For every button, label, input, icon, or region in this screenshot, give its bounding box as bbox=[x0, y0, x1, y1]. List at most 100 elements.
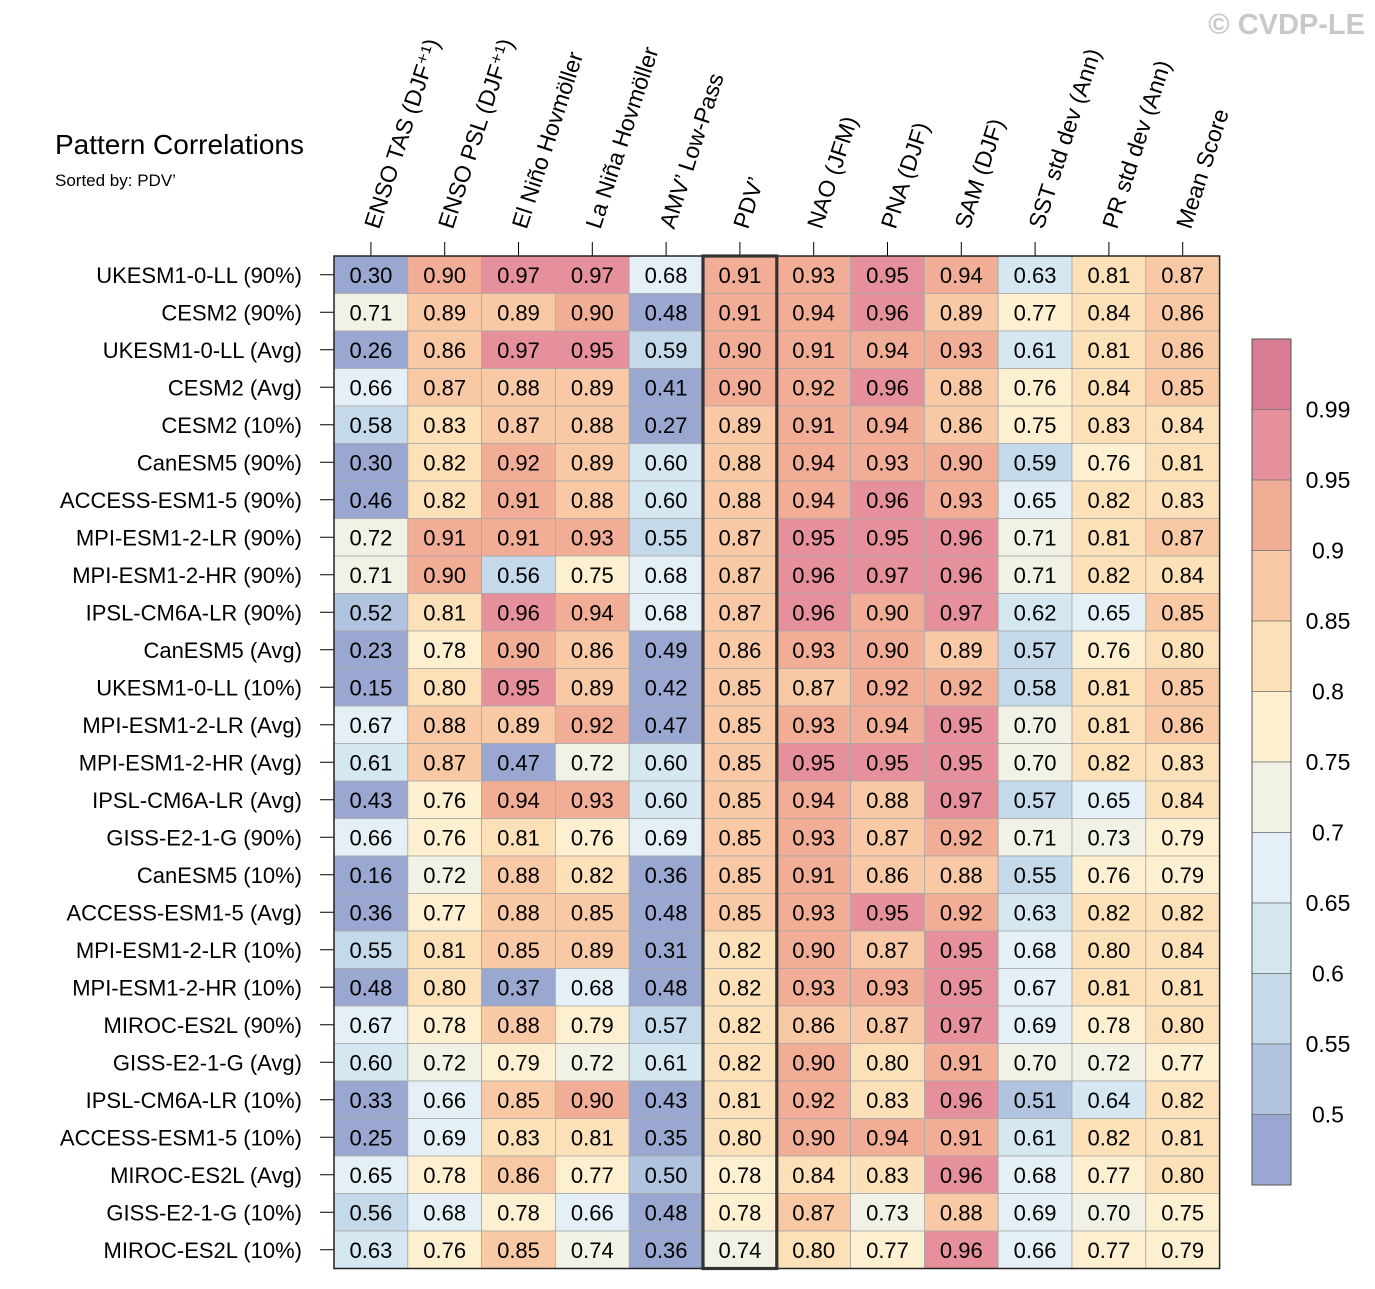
cell-value: 0.77 bbox=[1014, 300, 1057, 325]
cell-value: 0.80 bbox=[1161, 1163, 1204, 1188]
cell-value: 0.95 bbox=[497, 675, 540, 700]
cell-value: 0.85 bbox=[1161, 600, 1204, 625]
heatmap-cell bbox=[481, 855, 556, 894]
cell-value: 0.84 bbox=[1087, 375, 1130, 400]
heatmap-cell bbox=[776, 1193, 851, 1232]
cell-value: 0.89 bbox=[423, 300, 466, 325]
heatmap-cell bbox=[850, 893, 925, 932]
row-label: GISS-E2-1-G (10%) bbox=[106, 1200, 302, 1225]
heatmap-cell bbox=[555, 368, 630, 407]
cell-value: 0.80 bbox=[423, 675, 466, 700]
cell-value: 0.33 bbox=[349, 1088, 392, 1113]
heatmap-cell bbox=[555, 630, 630, 669]
cell-value: 0.82 bbox=[1087, 488, 1130, 513]
column-header: ENSO PSL (DJF⁺¹) bbox=[433, 35, 519, 231]
colorbar-tick-label: 0.5 bbox=[1312, 1102, 1344, 1128]
cell-value: 0.72 bbox=[571, 1050, 614, 1075]
heatmap-cell bbox=[481, 968, 556, 1007]
heatmap-cell bbox=[924, 930, 999, 969]
cell-value: 0.85 bbox=[497, 1088, 540, 1113]
heatmap-cell bbox=[1071, 593, 1147, 632]
heatmap-cell bbox=[628, 1193, 704, 1232]
cell-value: 0.79 bbox=[1161, 1238, 1204, 1263]
heatmap-cell bbox=[776, 1043, 851, 1082]
cell-value: 0.82 bbox=[718, 1013, 761, 1038]
cell-value: 0.82 bbox=[1087, 1125, 1130, 1150]
cell-value: 0.55 bbox=[645, 525, 688, 550]
cell-value: 0.70 bbox=[1014, 1050, 1057, 1075]
cell-value: 0.90 bbox=[792, 1050, 835, 1075]
row-label: GISS-E2-1-G (Avg) bbox=[113, 1050, 302, 1075]
cell-value: 0.85 bbox=[718, 675, 761, 700]
cell-value: 0.78 bbox=[718, 1200, 761, 1225]
cell-value: 0.81 bbox=[1161, 450, 1204, 475]
cell-value: 0.92 bbox=[940, 900, 983, 925]
cell-value: 0.97 bbox=[571, 263, 614, 288]
cell-value: 0.23 bbox=[349, 638, 392, 663]
row-label: MIROC-ES2L (10%) bbox=[104, 1238, 302, 1263]
cell-value: 0.78 bbox=[423, 1163, 466, 1188]
cell-value: 0.94 bbox=[866, 1125, 909, 1150]
heatmap-cell bbox=[997, 668, 1073, 707]
colorbar-tick-label: 0.95 bbox=[1306, 467, 1351, 493]
cell-value: 0.76 bbox=[1087, 638, 1130, 663]
cell-value: 0.83 bbox=[1161, 488, 1204, 513]
heatmap-cell bbox=[776, 480, 851, 519]
cell-value: 0.85 bbox=[1161, 375, 1204, 400]
heatmap-cell bbox=[850, 1005, 925, 1044]
cell-value: 0.37 bbox=[497, 975, 540, 1000]
heatmap-cell bbox=[481, 443, 556, 482]
column-header: SAM (DJF) bbox=[949, 115, 1009, 231]
heatmap-cell bbox=[333, 1118, 409, 1157]
cell-value: 0.76 bbox=[1087, 863, 1130, 888]
cell-value: 0.15 bbox=[349, 675, 392, 700]
heatmap-cell bbox=[481, 330, 556, 369]
cell-value: 0.78 bbox=[1087, 1013, 1130, 1038]
cell-value: 0.91 bbox=[940, 1125, 983, 1150]
heatmap-cell bbox=[555, 743, 630, 782]
cell-value: 0.91 bbox=[497, 488, 540, 513]
heatmap-cell bbox=[1071, 330, 1147, 369]
cell-value: 0.86 bbox=[497, 1163, 540, 1188]
heatmap-cells: 0.30 0.90 0.97 0.97 0.68 0.91 0.93 0.95 0.94 0.63… bbox=[333, 255, 1221, 1269]
heatmap-cell bbox=[333, 443, 409, 482]
cell-value: 0.87 bbox=[866, 938, 909, 963]
cell-value: 0.76 bbox=[1087, 450, 1130, 475]
cell-value: 0.86 bbox=[792, 1013, 835, 1038]
heatmap-cell bbox=[702, 1230, 778, 1269]
cell-value: 0.59 bbox=[645, 338, 688, 363]
column-header: PR std dev (Ann) bbox=[1097, 57, 1176, 232]
heatmap-cell bbox=[850, 593, 925, 632]
cell-value: 0.88 bbox=[718, 488, 761, 513]
cell-value: 0.94 bbox=[497, 788, 540, 813]
heatmap-cell bbox=[333, 480, 409, 519]
cell-value: 0.91 bbox=[423, 525, 466, 550]
cell-value: 0.60 bbox=[645, 788, 688, 813]
cell-value: 0.81 bbox=[1087, 713, 1130, 738]
heatmap-cell bbox=[924, 1043, 999, 1082]
cell-value: 0.94 bbox=[792, 788, 835, 813]
cell-value: 0.68 bbox=[645, 563, 688, 588]
cell-value: 0.65 bbox=[1087, 600, 1130, 625]
cell-value: 0.31 bbox=[645, 938, 688, 963]
heatmap-cell bbox=[850, 255, 925, 294]
colorbar-box bbox=[1251, 973, 1292, 1045]
cell-value: 0.97 bbox=[866, 563, 909, 588]
heatmap-cell bbox=[1071, 1193, 1147, 1232]
heatmap-cell bbox=[850, 368, 925, 407]
heatmap-cell bbox=[702, 668, 778, 707]
cell-value: 0.96 bbox=[940, 1163, 983, 1188]
row-label: IPSL-CM6A-LR (Avg) bbox=[92, 788, 302, 813]
column-header: PDV’ bbox=[728, 174, 769, 232]
cell-value: 0.95 bbox=[940, 750, 983, 775]
cell-value: 0.67 bbox=[349, 1013, 392, 1038]
cell-value: 0.88 bbox=[866, 788, 909, 813]
cell-value: 0.66 bbox=[571, 1200, 614, 1225]
colorbar-tick-label: 0.55 bbox=[1306, 1031, 1351, 1057]
cell-value: 0.96 bbox=[940, 525, 983, 550]
column-header: AMV’ Low-Pass bbox=[654, 70, 729, 232]
cell-value: 0.84 bbox=[1161, 788, 1204, 813]
cell-value: 0.84 bbox=[1161, 563, 1204, 588]
cell-value: 0.86 bbox=[1161, 300, 1204, 325]
heatmap-cell bbox=[1145, 293, 1221, 332]
